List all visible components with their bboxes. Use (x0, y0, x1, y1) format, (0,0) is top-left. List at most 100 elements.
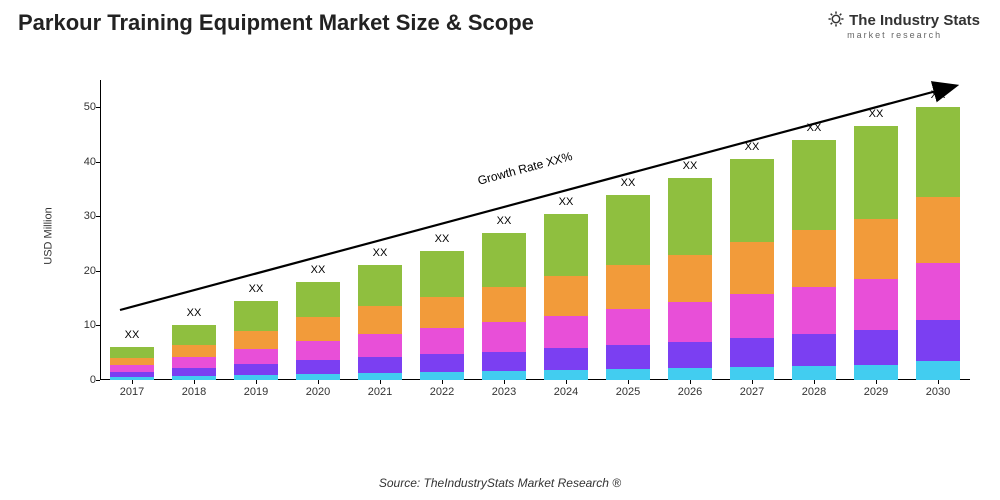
bar-group: XX (792, 140, 836, 380)
x-tick-mark (628, 380, 629, 384)
bar-top-label: XX (621, 177, 636, 189)
bar-segment (544, 214, 588, 277)
bar-segment (420, 354, 464, 372)
bar-segment (854, 279, 898, 330)
bar-segment (792, 140, 836, 230)
x-tick-label: 2023 (492, 386, 516, 398)
bar-segment (792, 287, 836, 334)
bar-group: XX (358, 265, 402, 380)
bar-group: XX (730, 159, 774, 380)
x-tick-mark (814, 380, 815, 384)
bar-segment (916, 107, 960, 197)
x-tick-mark (380, 380, 381, 384)
bar-top-label: XX (497, 215, 512, 227)
bar-segment (110, 358, 154, 365)
bar-segment (296, 282, 340, 317)
bar-segment (172, 325, 216, 344)
bar-segment (792, 366, 836, 380)
bar-top-label: XX (807, 122, 822, 134)
bar-segment (730, 338, 774, 367)
bar-segment (234, 301, 278, 331)
bar-segment (854, 330, 898, 364)
x-tick-label: 2026 (678, 386, 702, 398)
bar-top-label: XX (869, 108, 884, 120)
bar-segment (668, 255, 712, 302)
bar-group: XX (606, 195, 650, 380)
y-tick-mark (96, 162, 100, 163)
x-tick-mark (566, 380, 567, 384)
bar-segment (544, 370, 588, 380)
bar-segment (420, 328, 464, 354)
bar-segment (668, 368, 712, 380)
bar-group: XX (420, 251, 464, 380)
chart-area: USD Million XXXXXXXXXXXXXXXXXXXXXXXXXXXX… (60, 80, 970, 420)
x-tick-mark (876, 380, 877, 384)
bar-top-label: XX (435, 233, 450, 245)
x-tick-mark (256, 380, 257, 384)
x-tick-mark (752, 380, 753, 384)
bar-group: XX (234, 301, 278, 380)
bar-segment (482, 233, 526, 288)
bar-segment (916, 263, 960, 320)
y-tick-label: 30 (72, 210, 96, 222)
bar-segment (854, 219, 898, 279)
x-tick-label: 2022 (430, 386, 454, 398)
logo-text: The Industry Stats (849, 12, 980, 29)
bar-segment (420, 297, 464, 328)
bar-segment (172, 345, 216, 358)
y-tick-mark (96, 271, 100, 272)
bar-segment (606, 369, 650, 380)
plot-region: XXXXXXXXXXXXXXXXXXXXXXXXXXXX Growth Rate… (100, 80, 970, 380)
x-tick-label: 2027 (740, 386, 764, 398)
bar-segment (358, 306, 402, 333)
bar-segment (730, 242, 774, 294)
x-tick-mark (690, 380, 691, 384)
bar-group: XX (668, 178, 712, 380)
x-tick-label: 2019 (244, 386, 268, 398)
bar-segment (730, 294, 774, 338)
bar-segment (544, 316, 588, 349)
bar-group: XX (854, 126, 898, 380)
bar-segment (916, 320, 960, 361)
y-axis-label: USD Million (43, 207, 55, 264)
x-tick-mark (194, 380, 195, 384)
y-tick-mark (96, 107, 100, 108)
x-tick-label: 2021 (368, 386, 392, 398)
x-tick-mark (442, 380, 443, 384)
y-tick-label: 10 (72, 319, 96, 331)
bar-segment (482, 352, 526, 372)
bars-container: XXXXXXXXXXXXXXXXXXXXXXXXXXXX (100, 80, 970, 380)
brand-logo: The Industry Stats market research (827, 10, 980, 40)
bar-group: XX (482, 233, 526, 380)
bar-top-label: XX (559, 196, 574, 208)
y-tick-label: 20 (72, 265, 96, 277)
bar-segment (544, 276, 588, 315)
bar-segment (916, 197, 960, 262)
bar-segment (730, 159, 774, 242)
bar-segment (234, 331, 278, 349)
bar-segment (606, 265, 650, 309)
bar-segment (544, 348, 588, 370)
gear-icon (827, 10, 845, 32)
bar-top-label: XX (249, 283, 264, 295)
bar-segment (358, 357, 402, 373)
logo-main-line: The Industry Stats (827, 10, 980, 32)
bar-top-label: XX (373, 247, 388, 259)
x-tick-mark (938, 380, 939, 384)
x-tick-label: 2029 (864, 386, 888, 398)
bar-segment (482, 322, 526, 351)
bar-segment (606, 309, 650, 345)
x-tick-label: 2018 (182, 386, 206, 398)
bar-group: XX (296, 282, 340, 380)
bar-segment (668, 342, 712, 368)
bar-segment (854, 126, 898, 219)
bar-segment (296, 341, 340, 361)
bar-segment (668, 178, 712, 254)
bar-segment (730, 367, 774, 380)
bar-segment (606, 345, 650, 369)
x-tick-label: 2020 (306, 386, 330, 398)
bar-top-label: XX (187, 307, 202, 319)
bar-segment (482, 371, 526, 380)
bar-segment (420, 372, 464, 380)
bar-segment (668, 302, 712, 342)
